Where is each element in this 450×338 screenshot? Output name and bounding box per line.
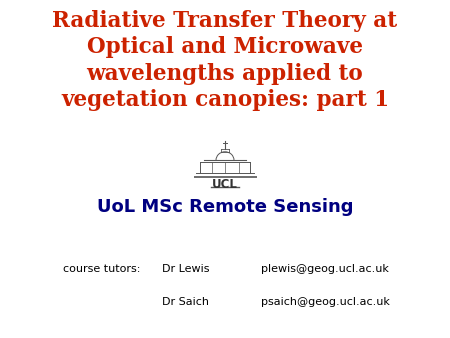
Text: UCL: UCL: [212, 178, 238, 191]
Text: course tutors:: course tutors:: [63, 264, 140, 274]
Text: plewis@geog.ucl.ac.uk: plewis@geog.ucl.ac.uk: [261, 264, 389, 274]
Text: Dr Lewis: Dr Lewis: [162, 264, 210, 274]
Text: Dr Saich: Dr Saich: [162, 297, 209, 308]
Text: Radiative Transfer Theory at
Optical and Microwave
wavelengths applied to
vegeta: Radiative Transfer Theory at Optical and…: [53, 10, 397, 111]
Text: UoL MSc Remote Sensing: UoL MSc Remote Sensing: [97, 198, 353, 216]
Text: psaich@geog.ucl.ac.uk: psaich@geog.ucl.ac.uk: [261, 297, 390, 308]
